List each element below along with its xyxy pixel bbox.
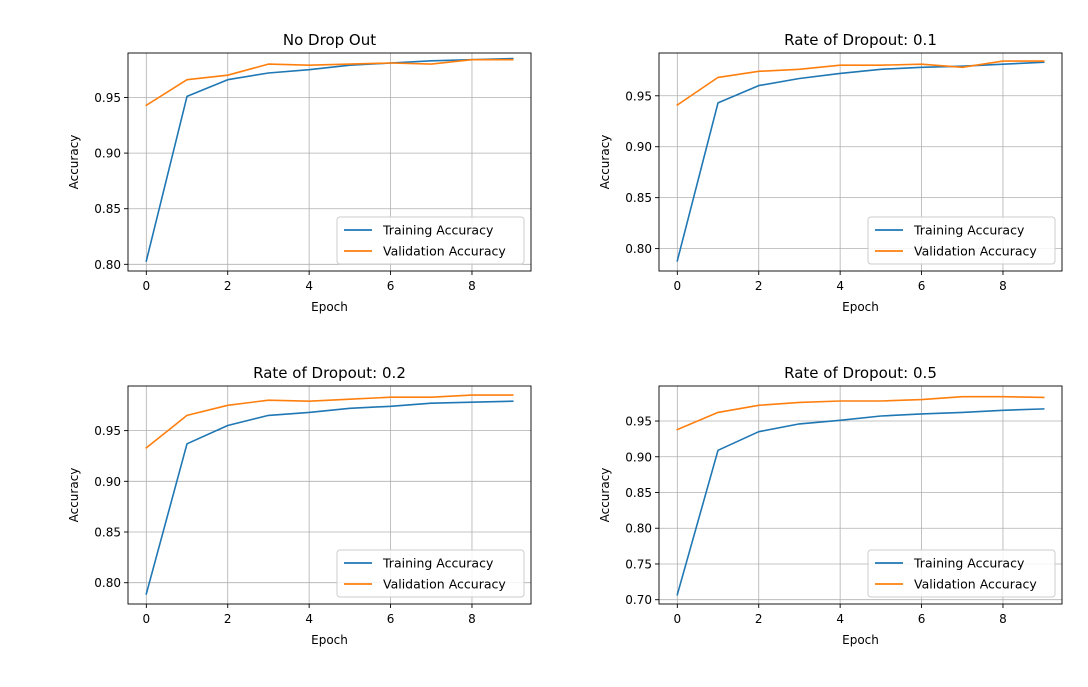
chart-title: No Drop Out [283, 31, 376, 49]
x-tick-label: 6 [387, 612, 395, 626]
legend-frame [867, 216, 1056, 265]
y-tick-label: 0.85 [94, 526, 121, 540]
y-tick-label: 0.95 [625, 89, 652, 103]
y-tick-label: 0.85 [625, 486, 652, 500]
x-axis-label: Epoch [311, 633, 348, 647]
axes-frame [127, 385, 532, 605]
y-axis-label: Accuracy [67, 135, 81, 190]
y-tick-label: 0.80 [625, 522, 652, 536]
x-tick-label: 0 [673, 612, 681, 626]
y-tick-label: 0.85 [625, 191, 652, 205]
x-tick-label: 4 [305, 279, 313, 293]
legend: Training Accuracy Validation Accuracy [336, 216, 525, 265]
series-line-training-accuracy [145, 57, 514, 262]
series-line-validation-accuracy [676, 395, 1045, 431]
legend-frame [336, 549, 525, 598]
y-tick-label: 0.80 [625, 242, 652, 256]
y-tick-label: 0.95 [94, 91, 121, 105]
legend-label-training-accuracy: Training Accuracy [382, 556, 494, 571]
subplot-4: 0 2 4 6 8 0.70 0.75 0.80 0.85 0.90 0.95 Rate of Dro… [598, 364, 1063, 647]
series-line-training-accuracy [676, 408, 1045, 596]
axes-frame [127, 52, 532, 272]
x-tick-label: 0 [673, 279, 681, 293]
x-tick-label: 8 [468, 279, 476, 293]
x-tick-label: 4 [305, 612, 313, 626]
y-tick-label: 0.75 [625, 557, 652, 571]
subplot-1: 0 2 4 6 8 0.80 0.85 0.90 0.95 No Drop Out Epoch Acc… [67, 31, 532, 314]
subplot-3: 0 2 4 6 8 0.80 0.85 0.90 0.95 Rate of Dropout: 0.… [67, 364, 532, 647]
y-tick-label: 0.70 [625, 593, 652, 607]
y-tick-label: 0.90 [625, 450, 652, 464]
series-line-training-accuracy [145, 400, 514, 595]
series-line-training-accuracy [676, 61, 1045, 262]
x-tick-label: 2 [224, 279, 232, 293]
x-tick-label: 8 [999, 612, 1007, 626]
x-tick-label: 0 [142, 279, 150, 293]
x-tick-label: 2 [224, 612, 232, 626]
series-line-validation-accuracy [676, 60, 1045, 107]
y-axis-label: Accuracy [67, 468, 81, 523]
legend: Training Accuracy Validation Accuracy [867, 549, 1056, 598]
y-tick-label: 0.80 [94, 576, 121, 590]
x-tick-label: 2 [755, 612, 763, 626]
series-line-validation-accuracy [145, 394, 514, 450]
subplot-2: 0 2 4 6 8 0.80 0.85 0.90 0.95 Rate of Dropout: 0.… [598, 31, 1063, 314]
y-axis-label: Accuracy [598, 468, 612, 523]
chart-title: Rate of Dropout: 0.1 [784, 31, 937, 49]
chart-title: Rate of Dropout: 0.5 [784, 364, 937, 382]
legend-label-validation-accuracy: Validation Accuracy [914, 577, 1037, 592]
x-tick-label: 4 [836, 279, 844, 293]
legend: Training Accuracy Validation Accuracy [867, 216, 1056, 265]
y-axis-label: Accuracy [598, 135, 612, 190]
legend-frame [336, 216, 525, 265]
series-line-validation-accuracy [145, 58, 514, 107]
axes-frame [658, 385, 1063, 605]
legend-label-validation-accuracy: Validation Accuracy [383, 244, 506, 259]
y-tick-label: 0.90 [94, 147, 121, 161]
x-tick-label: 6 [918, 612, 926, 626]
x-axis-label: Epoch [842, 633, 879, 647]
axes-frame [658, 52, 1063, 272]
y-tick-label: 0.95 [94, 424, 121, 438]
y-tick-label: 0.95 [625, 415, 652, 429]
legend-label-training-accuracy: Training Accuracy [913, 223, 1025, 238]
legend-label-validation-accuracy: Validation Accuracy [383, 577, 506, 592]
y-tick-label: 0.90 [94, 475, 121, 489]
x-tick-label: 8 [999, 279, 1007, 293]
legend: Training Accuracy Validation Accuracy [336, 549, 525, 598]
x-tick-label: 8 [468, 612, 476, 626]
x-tick-label: 6 [387, 279, 395, 293]
legend-frame [867, 549, 1056, 598]
legend-label-validation-accuracy: Validation Accuracy [914, 244, 1037, 259]
x-axis-label: Epoch [842, 300, 879, 314]
legend-label-training-accuracy: Training Accuracy [913, 556, 1025, 571]
x-tick-label: 2 [755, 279, 763, 293]
x-tick-label: 6 [918, 279, 926, 293]
y-tick-label: 0.80 [94, 258, 121, 272]
x-tick-label: 4 [836, 612, 844, 626]
x-tick-label: 0 [142, 612, 150, 626]
x-axis-label: Epoch [311, 300, 348, 314]
y-tick-label: 0.85 [94, 202, 121, 216]
legend-label-training-accuracy: Training Accuracy [382, 223, 494, 238]
chart-title: Rate of Dropout: 0.2 [253, 364, 406, 382]
y-tick-label: 0.90 [625, 140, 652, 154]
